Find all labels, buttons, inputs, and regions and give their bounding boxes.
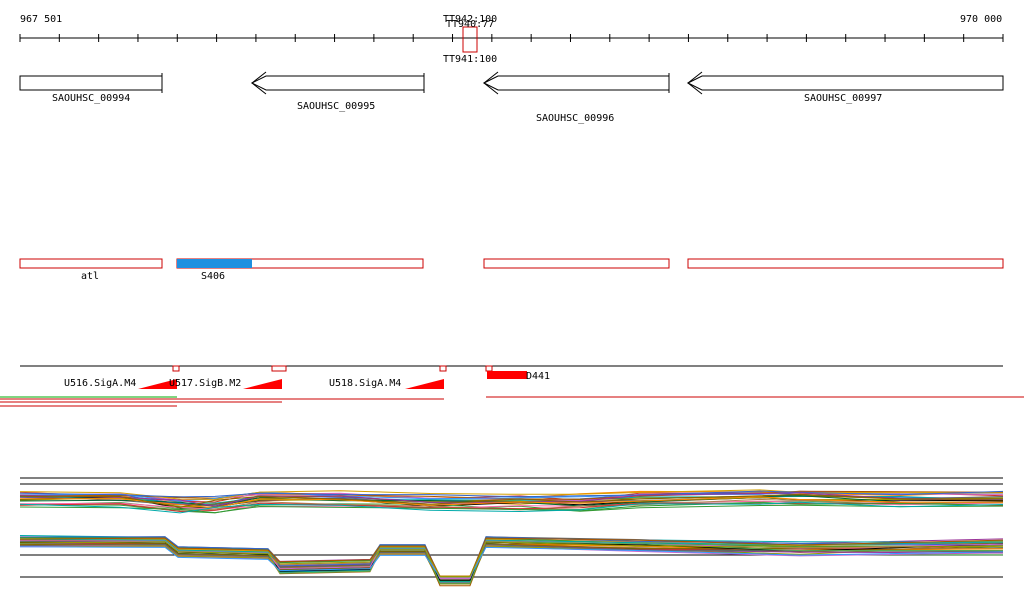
expression-profile-line (19, 496, 1004, 509)
ruler-end-label: 970 000 (960, 14, 1002, 25)
operon-label: atl (81, 271, 99, 282)
promoter-d441[interactable] (487, 371, 527, 379)
transcription-unit-track: U516.SigA.M4 U517.SigB.M2 U518.SigA.M4 D… (0, 365, 1024, 408)
tss-marker[interactable] (439, 365, 447, 372)
operon-box[interactable] (483, 258, 670, 269)
tu-label: U518.SigA.M4 (329, 378, 401, 389)
tss-marker[interactable] (271, 365, 287, 372)
gene-label: SAOUHSC_00995 (297, 101, 375, 112)
expression-profile-line (19, 545, 1004, 585)
gene-label: SAOUHSC_00996 (536, 113, 614, 124)
promoter-u518[interactable] (405, 379, 444, 389)
expression-profile-line (19, 490, 1004, 498)
expression-profile-line (19, 536, 1004, 578)
expression-profile-line (19, 492, 1004, 507)
promoter-u516[interactable] (138, 379, 177, 389)
expression-profiles-upper (19, 477, 1004, 514)
operon-track: atl S406 (19, 258, 1004, 282)
ruler-start-label: 967 501 (20, 14, 62, 25)
operon-box-atl[interactable] (19, 258, 163, 269)
expression-profile-line (19, 546, 1004, 578)
gene-arrow-saouhsc-00995[interactable] (250, 75, 425, 91)
terminator-marker[interactable] (462, 26, 478, 53)
ruler-ticks (19, 34, 1004, 42)
expression-profile-line (19, 501, 1004, 514)
position-ruler: 967 501 970 000 TT942:100 TT940:77 TT941… (19, 14, 1004, 65)
expression-profile-line (19, 493, 1004, 508)
expression-profile-line (19, 538, 1004, 583)
expression-profile-line (19, 543, 1004, 578)
tu-label: U517.SigB.M2 (169, 378, 241, 389)
terminator-label-top-b: TT940:77 (446, 19, 494, 30)
operon-label: S406 (201, 271, 225, 282)
tss-marker[interactable] (172, 365, 180, 372)
tu-label: U516.SigA.M4 (64, 378, 136, 389)
gene-track: SAOUHSC_00994 SAOUHSC_00995 SAOUHSC_0099… (19, 71, 1004, 124)
tss-marker[interactable] (485, 365, 493, 372)
expression-profile-line (19, 541, 1004, 577)
gene-arrow-saouhsc-00997[interactable] (686, 75, 1004, 91)
expression-profile-line (19, 502, 1004, 514)
expression-profile-line (19, 537, 1004, 577)
gene-arrow-saouhsc-00994[interactable] (19, 73, 163, 93)
operon-box[interactable] (687, 258, 1004, 269)
promoter-u517[interactable] (243, 379, 282, 389)
terminator-label-top-a: TT942:100 (443, 14, 497, 25)
tu-label: D441 (526, 371, 550, 382)
expression-profiles-lower (19, 535, 1004, 587)
terminator-label-bottom: TT941:100 (443, 54, 497, 65)
gene-arrow-saouhsc-00996[interactable] (482, 75, 670, 91)
gene-label: SAOUHSC_00997 (804, 93, 882, 104)
expression-profile-line (19, 543, 1004, 585)
gene-label: SAOUHSC_00994 (52, 93, 130, 104)
s406-fill (177, 259, 252, 268)
